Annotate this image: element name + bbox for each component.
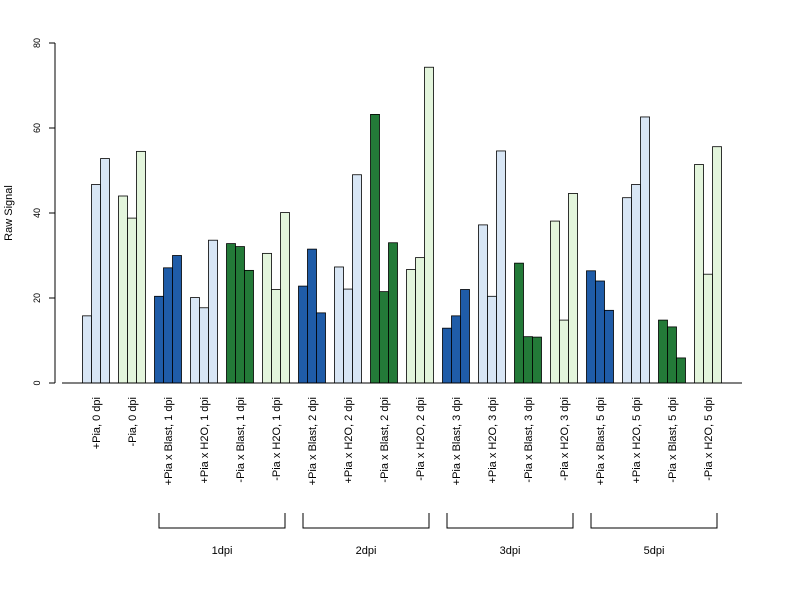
- bar: [226, 243, 236, 384]
- bar: [586, 270, 596, 384]
- bar: [199, 307, 209, 384]
- bar: [379, 291, 389, 384]
- category-label: +Pia x H2O, 5 dpi: [631, 397, 643, 484]
- bars-layer: [82, 66, 722, 384]
- bar: [136, 150, 146, 384]
- bar: [568, 193, 578, 384]
- bar: [415, 257, 425, 384]
- bar: [280, 212, 290, 384]
- y-tick-label: 20: [32, 293, 42, 303]
- bar: [352, 174, 362, 384]
- group-bracket: [446, 513, 574, 529]
- category-label: +Pia x Blast, 2 dpi: [307, 397, 319, 485]
- category-label: -Pia x H2O, 5 dpi: [703, 397, 715, 481]
- group-label: 5dpi: [644, 545, 665, 557]
- group-bracket: [302, 513, 430, 529]
- bar: [208, 239, 218, 384]
- y-tick-label: 80: [32, 38, 42, 48]
- bar: [496, 150, 506, 384]
- group-brackets: 1dpi 2dpi 3dpi 5dpi: [158, 513, 718, 557]
- bar: [172, 255, 182, 384]
- bar: [127, 217, 137, 384]
- group-bracket: [590, 513, 718, 529]
- bar: [667, 326, 677, 384]
- y-tick-label: 0: [32, 380, 42, 385]
- category-label: +Pia x Blast, 3 dpi: [451, 397, 463, 485]
- bar: [640, 116, 650, 384]
- category-label: -Pia x Blast, 2 dpi: [379, 397, 391, 483]
- bar: [550, 220, 560, 384]
- bar: [631, 184, 641, 384]
- bar: [118, 195, 128, 384]
- bar: [604, 309, 614, 384]
- bar: [559, 319, 569, 384]
- bar: [622, 197, 632, 384]
- axis-layer: 0 20 40 60 80: [32, 38, 742, 386]
- category-labels: +Pia, 0 dpi -Pia, 0 dpi +Pia x Blast, 1 dp…: [91, 397, 715, 485]
- bar: [235, 246, 245, 384]
- bar: [388, 242, 398, 384]
- bar: [307, 248, 317, 384]
- bar: [406, 269, 416, 384]
- bar: [298, 285, 308, 384]
- category-label: -Pia x Blast, 5 dpi: [667, 397, 679, 483]
- bar: [91, 184, 101, 384]
- category-label: -Pia, 0 dpi: [127, 397, 139, 447]
- bar: [370, 114, 380, 384]
- bar: [694, 164, 704, 384]
- category-label: -Pia x H2O, 3 dpi: [559, 397, 571, 481]
- category-label: -Pia x H2O, 1 dpi: [271, 397, 283, 481]
- bar: [595, 280, 605, 384]
- group-bracket: [158, 513, 286, 529]
- category-label: -Pia x Blast, 3 dpi: [523, 397, 535, 483]
- y-tick-label: 40: [32, 208, 42, 218]
- category-label: +Pia x Blast, 5 dpi: [595, 397, 607, 485]
- bar: [82, 315, 92, 384]
- bar: [262, 252, 272, 384]
- bar: [163, 267, 173, 384]
- y-tick-label: 60: [32, 123, 42, 133]
- bar: [343, 288, 353, 384]
- group-label: 3dpi: [500, 545, 521, 557]
- bar: [334, 266, 344, 384]
- bar: [460, 289, 470, 384]
- bar: [487, 295, 497, 384]
- bar: [100, 158, 110, 384]
- bar: [676, 357, 686, 384]
- bar: [658, 319, 668, 384]
- category-label: -Pia x Blast, 1 dpi: [235, 397, 247, 483]
- bar: [154, 295, 164, 384]
- bar: [712, 146, 722, 384]
- bar: [316, 312, 326, 384]
- bar: [532, 336, 542, 384]
- category-label: +Pia x H2O, 3 dpi: [487, 397, 499, 484]
- bar: [451, 315, 461, 384]
- y-axis-label: Raw Signal: [3, 185, 15, 241]
- bar: [514, 262, 524, 384]
- category-label: +Pia x H2O, 1 dpi: [199, 397, 211, 484]
- bar: [442, 327, 452, 384]
- bar: [523, 336, 533, 384]
- bar: [271, 289, 281, 384]
- category-label: +Pia x Blast, 1 dpi: [163, 397, 175, 485]
- bar: [424, 66, 434, 384]
- category-label: +Pia x H2O, 2 dpi: [343, 397, 355, 484]
- bar: [703, 273, 713, 384]
- bar: [244, 269, 254, 384]
- group-label: 2dpi: [356, 545, 377, 557]
- category-label: +Pia, 0 dpi: [91, 397, 103, 449]
- bar: [478, 224, 488, 384]
- bar: [190, 297, 200, 384]
- group-label: 1dpi: [212, 545, 233, 557]
- category-label: -Pia x H2O, 2 dpi: [415, 397, 427, 481]
